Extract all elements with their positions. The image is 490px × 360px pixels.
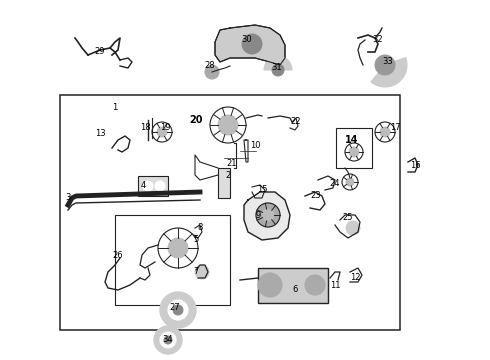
Circle shape	[160, 292, 196, 328]
Text: 28: 28	[205, 62, 215, 71]
Text: 21: 21	[227, 158, 237, 167]
Text: 30: 30	[242, 36, 252, 45]
Circle shape	[160, 332, 176, 348]
Text: 22: 22	[291, 117, 301, 126]
Text: 11: 11	[330, 282, 340, 291]
Text: 19: 19	[160, 122, 170, 131]
Text: 4: 4	[140, 180, 146, 189]
Text: 23: 23	[311, 192, 321, 201]
Circle shape	[262, 209, 274, 221]
Circle shape	[349, 147, 359, 157]
Text: 10: 10	[250, 140, 260, 149]
Wedge shape	[264, 56, 292, 70]
Text: 17: 17	[390, 123, 400, 132]
Text: 12: 12	[350, 274, 360, 283]
Text: 2: 2	[225, 171, 231, 180]
Text: 20: 20	[189, 115, 203, 125]
Circle shape	[346, 178, 354, 186]
Circle shape	[173, 305, 183, 315]
Text: 14: 14	[345, 135, 359, 145]
Circle shape	[205, 65, 219, 79]
Text: 25: 25	[343, 213, 353, 222]
Circle shape	[195, 265, 209, 279]
Text: 7: 7	[194, 267, 198, 276]
Text: 9: 9	[255, 211, 261, 220]
Bar	[115, 215, 230, 305]
Text: 5: 5	[194, 234, 198, 243]
Circle shape	[272, 64, 284, 76]
Text: 1: 1	[112, 104, 118, 112]
Text: 33: 33	[383, 58, 393, 67]
Text: 6: 6	[293, 285, 298, 294]
Bar	[60, 95, 400, 330]
Text: 32: 32	[373, 36, 383, 45]
Circle shape	[375, 55, 395, 75]
Text: 16: 16	[410, 161, 420, 170]
Circle shape	[157, 127, 167, 137]
Text: 24: 24	[330, 179, 340, 188]
Bar	[336, 128, 372, 168]
Circle shape	[256, 203, 280, 227]
Text: 26: 26	[113, 251, 123, 260]
Text: 29: 29	[95, 48, 105, 57]
Circle shape	[242, 34, 262, 54]
Bar	[218, 168, 230, 198]
Bar	[138, 176, 168, 196]
Polygon shape	[215, 25, 285, 65]
Circle shape	[164, 336, 172, 344]
Bar	[258, 268, 328, 303]
Text: 13: 13	[95, 129, 105, 138]
Text: 31: 31	[271, 63, 282, 72]
Circle shape	[155, 181, 165, 191]
Text: 3: 3	[65, 193, 71, 202]
Circle shape	[154, 326, 182, 354]
Wedge shape	[371, 58, 407, 87]
Text: 8: 8	[197, 224, 203, 233]
Circle shape	[143, 181, 153, 191]
Text: 15: 15	[257, 185, 267, 194]
Circle shape	[380, 127, 390, 137]
Circle shape	[346, 221, 360, 235]
Polygon shape	[244, 192, 290, 240]
Text: 34: 34	[163, 336, 173, 345]
Text: 27: 27	[170, 303, 180, 312]
Circle shape	[305, 275, 325, 295]
Circle shape	[258, 273, 282, 297]
Text: 18: 18	[140, 123, 150, 132]
Circle shape	[168, 300, 188, 320]
Circle shape	[218, 115, 238, 135]
Circle shape	[168, 238, 188, 258]
